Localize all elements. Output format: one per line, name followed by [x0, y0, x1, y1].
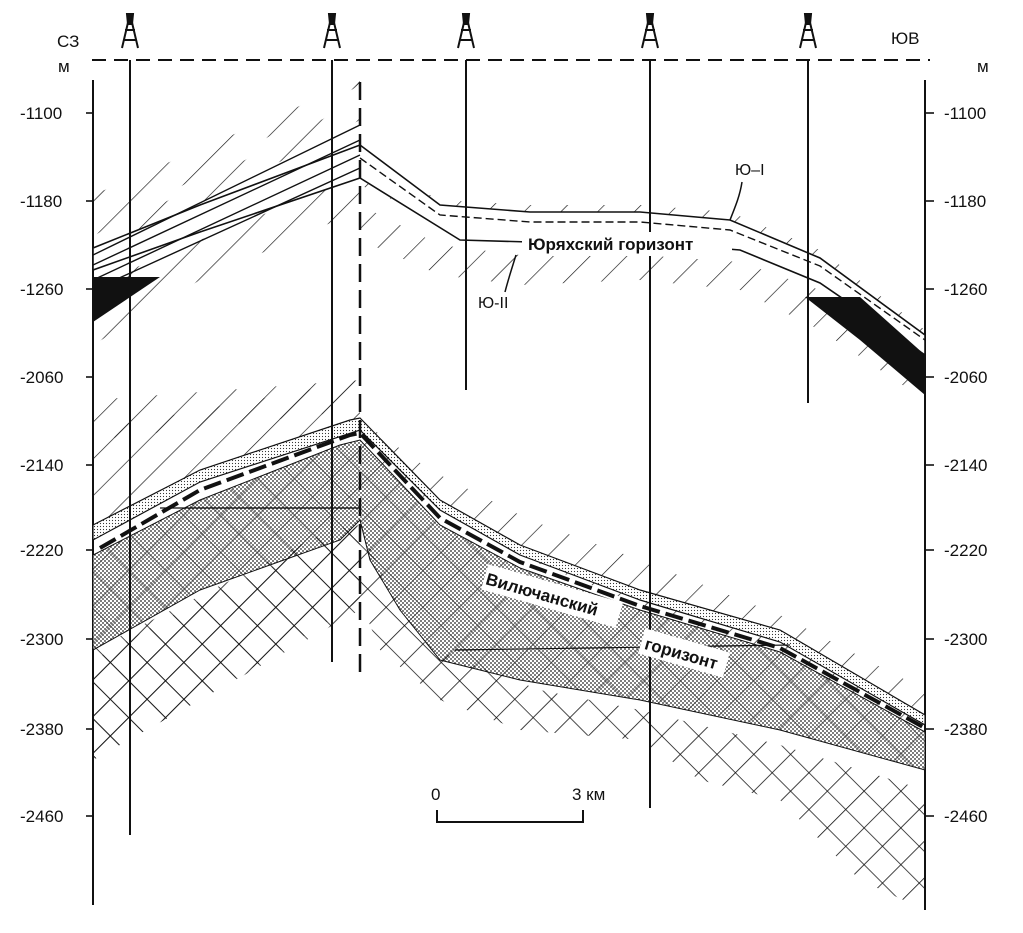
scale-end-label: 3 км: [572, 785, 605, 804]
left-tick-label: -2300: [20, 630, 63, 649]
right-tick-label: -1260: [944, 280, 987, 299]
jurakhsky-horizon-label: Юряхский горизонт: [528, 235, 693, 254]
sand-strip: [93, 417, 925, 726]
left-tick-label: -2060: [20, 368, 63, 387]
left-tick-label: -2380: [20, 720, 63, 739]
drilling-rig-icon: [323, 13, 341, 49]
label-bg-gorizont: [638, 628, 730, 678]
scale-bar: 0 3 км: [428, 780, 618, 830]
direction-nw-label: СЗ: [57, 32, 79, 51]
right-tick-label: -2220: [944, 541, 987, 560]
jurakhsky-dash-line: [359, 157, 925, 341]
upper-hatched-cover-top: [93, 80, 360, 235]
right-tick-label: -2300: [944, 630, 987, 649]
label-bg-vilyuchansky: [481, 564, 623, 628]
right-tick-label: -2060: [944, 368, 987, 387]
horizon-ju2-leader: [504, 254, 517, 293]
drilling-rig-icon: [121, 13, 139, 49]
upper-left-lines: [93, 124, 361, 291]
direction-se-label: ЮВ: [891, 29, 920, 48]
basement-crosshatch-lower: [93, 525, 360, 760]
contact-line-right: [454, 644, 791, 651]
right-tick-label: -1100: [944, 104, 986, 123]
unit-right-label: м: [977, 57, 989, 76]
label-bg-jurakhsky: [522, 232, 732, 256]
upper-hatched-base: [93, 175, 925, 400]
left-tick-label: -2460: [20, 807, 63, 826]
right-depth-axis: -1100 -1180 -1260 -2060 -2140 -2220 -230…: [925, 104, 987, 826]
right-tick-label: -2140: [944, 456, 987, 475]
drilling-rig-icon: [457, 13, 475, 49]
black-layer-right: [805, 297, 925, 395]
right-tick-label: -1180: [944, 192, 986, 211]
left-tick-label: -1100: [20, 104, 62, 123]
horizon-ju1-label: Ю–I: [735, 162, 765, 179]
wells: [129, 60, 809, 835]
coal-dash-line: [98, 430, 925, 730]
left-tick-label: -1260: [20, 280, 63, 299]
lower-hatched-cover-2: [93, 380, 360, 440]
left-tick-label: -2140: [20, 456, 63, 475]
horizon-ju1-leader: [729, 181, 743, 221]
vilyuchansky-body-cross: [93, 440, 925, 770]
unit-left-label: м: [58, 57, 70, 76]
left-tick-label: -1180: [20, 192, 62, 211]
horizon-ju2-label: Ю-II: [478, 295, 508, 312]
scale-start-label: 0: [431, 785, 440, 804]
drilling-rig-icon: [799, 13, 817, 49]
black-layer-left: [93, 277, 160, 322]
right-tick-label: -2380: [944, 720, 987, 739]
left-depth-axis: -1100 -1180 -1260 -2060 -2140 -2220 -230…: [20, 104, 93, 826]
left-tick-label: -2220: [20, 541, 63, 560]
right-tick-label: -2460: [944, 807, 987, 826]
drilling-rig-icon: [641, 13, 659, 49]
well-rigs: [121, 13, 817, 49]
